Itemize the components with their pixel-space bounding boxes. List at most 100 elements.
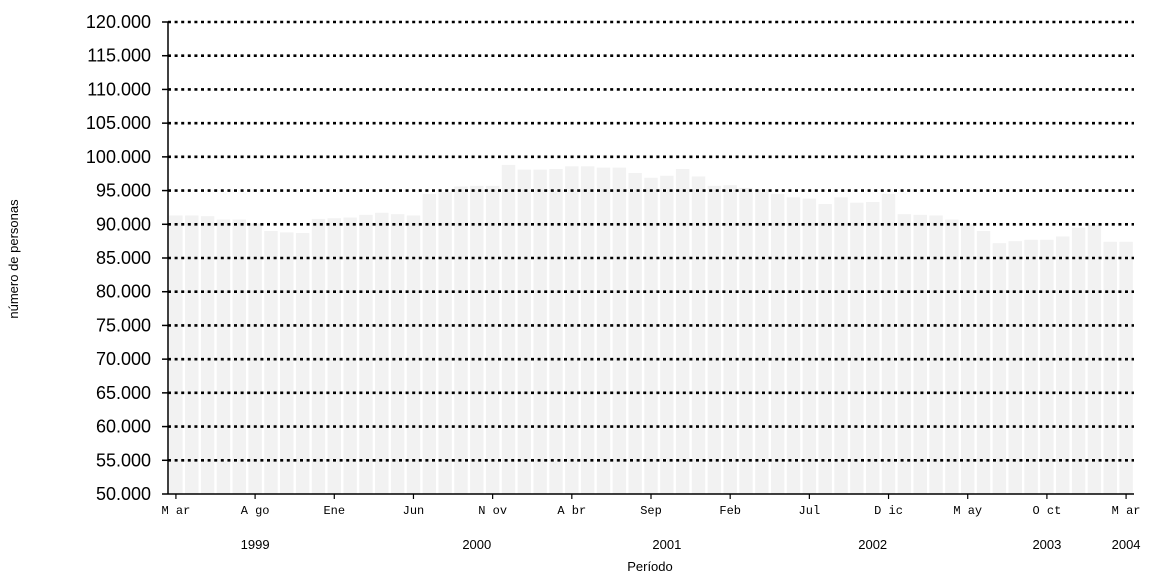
bar-39 xyxy=(786,197,801,494)
bar-25 xyxy=(565,166,579,495)
bar-19 xyxy=(470,185,484,494)
bar-11 xyxy=(343,217,357,495)
y-tick-label-6: 80.000 xyxy=(96,282,151,302)
y-tick-label-7: 85.000 xyxy=(96,248,151,268)
y-tick-label-4: 70.000 xyxy=(96,349,151,369)
x-tick-label-3: Jun xyxy=(403,504,425,518)
bar-54 xyxy=(1024,239,1038,494)
bar-16 xyxy=(422,193,437,494)
bar-30 xyxy=(644,177,658,494)
bar-38 xyxy=(770,193,785,494)
y-tick-label-14: 120.000 xyxy=(86,12,151,32)
bar-24 xyxy=(549,168,563,495)
bar-59 xyxy=(1103,241,1117,494)
x-year-label-2: 2001 xyxy=(652,537,681,552)
x-tick-label-12: M ar xyxy=(1112,504,1141,518)
bar-48 xyxy=(929,215,943,494)
bar-15 xyxy=(406,215,421,494)
x-year-label-0: 1999 xyxy=(241,537,270,552)
bar-33 xyxy=(691,176,706,494)
y-axis-label: número de personas xyxy=(6,199,21,319)
bar-29 xyxy=(628,173,642,495)
y-tick-label-13: 115.000 xyxy=(87,46,151,66)
x-tick-label-8: Jul xyxy=(799,504,821,518)
bar-8 xyxy=(295,233,310,495)
y-tick-label-3: 65.000 xyxy=(96,383,151,403)
x-tick-labels: M ar A go Ene Jun N ov A br Sep Feb Jul D ic M ay O… xyxy=(162,504,1141,552)
gridlines-layer xyxy=(168,20,1134,462)
x-tick-label-6: Sep xyxy=(640,504,662,518)
bar-22 xyxy=(517,169,532,495)
bar-32 xyxy=(675,168,690,495)
y-tick-label-8: 90.000 xyxy=(96,214,151,234)
bar-51 xyxy=(976,231,991,494)
bar-12 xyxy=(359,214,373,494)
bar-6 xyxy=(264,231,278,494)
bar-26 xyxy=(580,166,595,495)
bar-47 xyxy=(913,214,927,494)
bar-35 xyxy=(723,185,737,494)
x-year-label-3: 2002 xyxy=(858,537,887,552)
bar-10 xyxy=(327,218,341,494)
bar-3 xyxy=(216,219,231,494)
x-tick-label-7: Feb xyxy=(719,504,741,518)
bar-27 xyxy=(596,167,611,494)
bar-28 xyxy=(612,167,627,494)
bar-49 xyxy=(945,219,959,494)
y-tick-label-5: 75.000 xyxy=(96,315,151,335)
bar-45 xyxy=(881,193,896,494)
y-tick-label-9: 95.000 xyxy=(96,181,151,201)
bar-43 xyxy=(850,202,864,494)
bar-18 xyxy=(454,186,468,494)
bar-56 xyxy=(1056,236,1070,495)
bar-7 xyxy=(280,232,294,494)
y-tick-labels: 50.000 55.000 60.000 65.000 70.000 75.000 80.0… xyxy=(86,12,151,504)
x-tick-label-0: M ar xyxy=(162,504,191,518)
x-axis-label: Período xyxy=(627,559,673,574)
bar-57 xyxy=(1071,227,1086,494)
bar-14 xyxy=(390,214,405,495)
bar-41 xyxy=(818,204,832,494)
x-tick-label-4: N ov xyxy=(478,504,507,518)
bar-40 xyxy=(802,198,817,494)
x-tick-label-10: M ay xyxy=(953,504,982,518)
bar-17 xyxy=(438,191,452,495)
bar-2 xyxy=(200,216,215,494)
x-year-label-5: 2004 xyxy=(1112,537,1141,552)
bar-4 xyxy=(232,219,246,494)
x-tick-label-9: D ic xyxy=(874,504,903,518)
x-tick-label-11: O ct xyxy=(1032,504,1061,518)
bar-55 xyxy=(1040,239,1054,494)
y-tick-label-12: 110.000 xyxy=(87,79,151,99)
bar-20 xyxy=(485,185,500,494)
bar-21 xyxy=(501,164,516,494)
x-year-label-4: 2003 xyxy=(1032,537,1061,552)
bar-44 xyxy=(865,202,880,494)
x-year-label-1: 2000 xyxy=(462,537,491,552)
y-tick-label-2: 60.000 xyxy=(96,417,151,437)
y-tick-label-0: 50.000 xyxy=(96,484,151,504)
y-tick-label-11: 105.000 xyxy=(86,113,151,133)
bar-53 xyxy=(1008,241,1022,494)
bar-1 xyxy=(185,215,199,494)
bar-0 xyxy=(169,215,183,494)
bar-46 xyxy=(897,214,912,495)
bar-52 xyxy=(992,243,1007,494)
x-tick-label-2: Ene xyxy=(323,504,345,518)
bar-13 xyxy=(375,212,389,494)
axes-layer xyxy=(162,21,1134,499)
bar-37 xyxy=(755,189,769,494)
y-tick-label-1: 55.000 xyxy=(96,450,151,470)
bar-42 xyxy=(834,197,848,494)
bar-9 xyxy=(311,218,326,494)
bars-layer xyxy=(169,164,1133,495)
bar-34 xyxy=(707,185,722,494)
bar-36 xyxy=(739,187,753,494)
x-tick-label-1: A go xyxy=(241,504,270,518)
bar-60 xyxy=(1119,241,1133,494)
y-tick-label-10: 100.000 xyxy=(86,147,151,167)
x-tick-label-5: A br xyxy=(557,504,586,518)
bar-23 xyxy=(533,169,547,495)
bar-31 xyxy=(660,175,674,495)
